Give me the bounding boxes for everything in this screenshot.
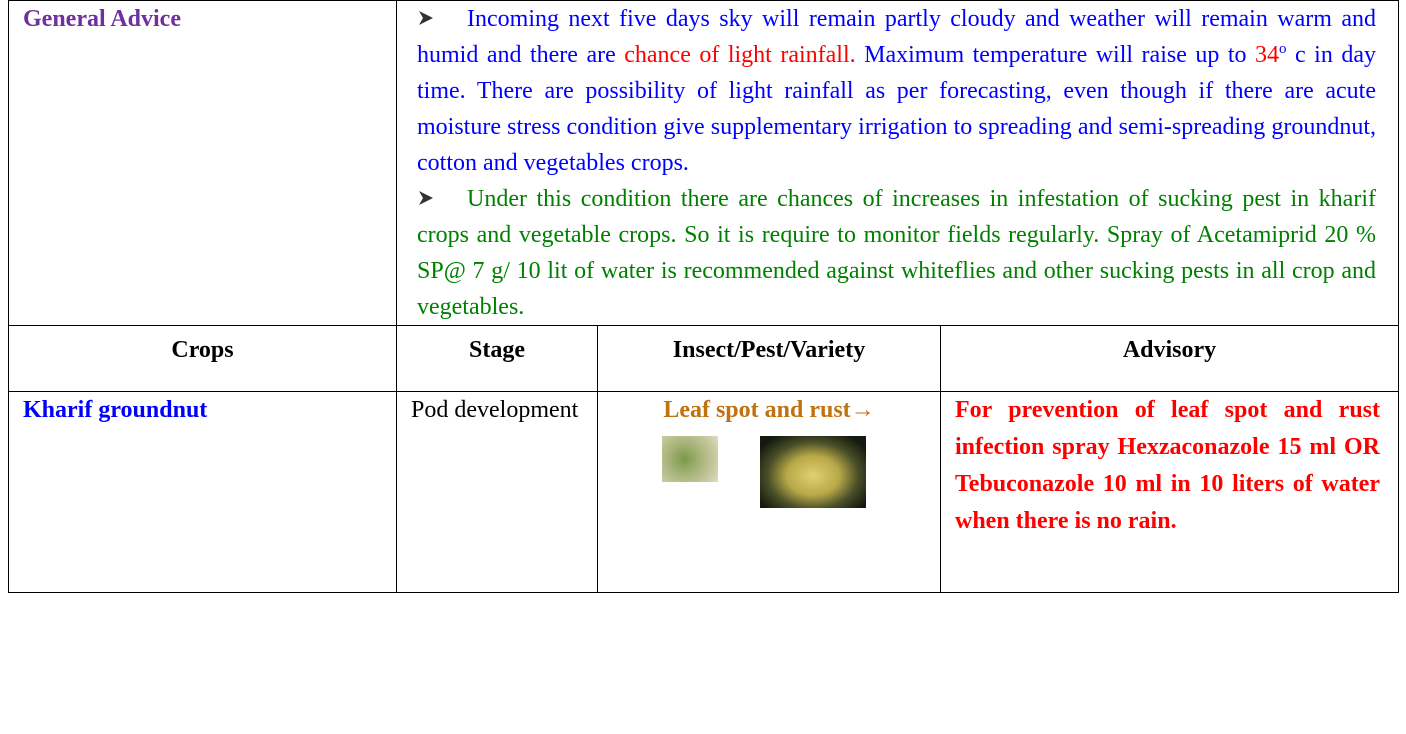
advice-text: Maximum temperature will raise up to [856,42,1255,68]
advice-text: 34 [1255,42,1279,68]
header-cell: Advisory [941,326,1399,392]
advisory-cell: For prevention of leaf spot and rust inf… [941,392,1399,593]
advice-text: chance of light rainfall. [624,42,855,68]
advice-paragraph: Under this condition there are chances o… [417,181,1376,325]
data-row: Kharif groundnut Pod development Leaf sp… [9,392,1399,593]
stage-cell: Pod development [397,392,598,593]
advice-text: o [1279,41,1287,57]
page: General Advice Incoming next five days s… [0,0,1406,734]
bullet-arrow [417,189,435,207]
header-cell: Insect/Pest/Variety [598,326,941,392]
bullet [417,181,467,217]
leaf-image [662,436,718,482]
advisory-table: General Advice Incoming next five days s… [8,0,1399,593]
general-advice-text: Incoming next five days sky will remain … [397,1,1399,326]
header-cell: Crops [9,326,397,392]
bullet [417,1,467,37]
leaf-image [760,436,866,508]
header-cell: Stage [397,326,598,392]
pest-cell: Leaf spot and rust→ [598,392,941,593]
general-advice-label: General Advice [9,1,397,326]
crop-cell: Kharif groundnut [9,392,397,593]
general-advice-row: General Advice Incoming next five days s… [9,1,1399,326]
advice-text: Under this condition there are chances o… [417,186,1376,320]
bullet-arrow [417,9,435,27]
pest-name: Leaf spot and rust→ [612,392,926,428]
pest-images [612,428,926,508]
advice-paragraph: Incoming next five days sky will remain … [417,1,1376,181]
header-row: Crops Stage Insect/Pest/Variety Advisory [9,326,1399,392]
